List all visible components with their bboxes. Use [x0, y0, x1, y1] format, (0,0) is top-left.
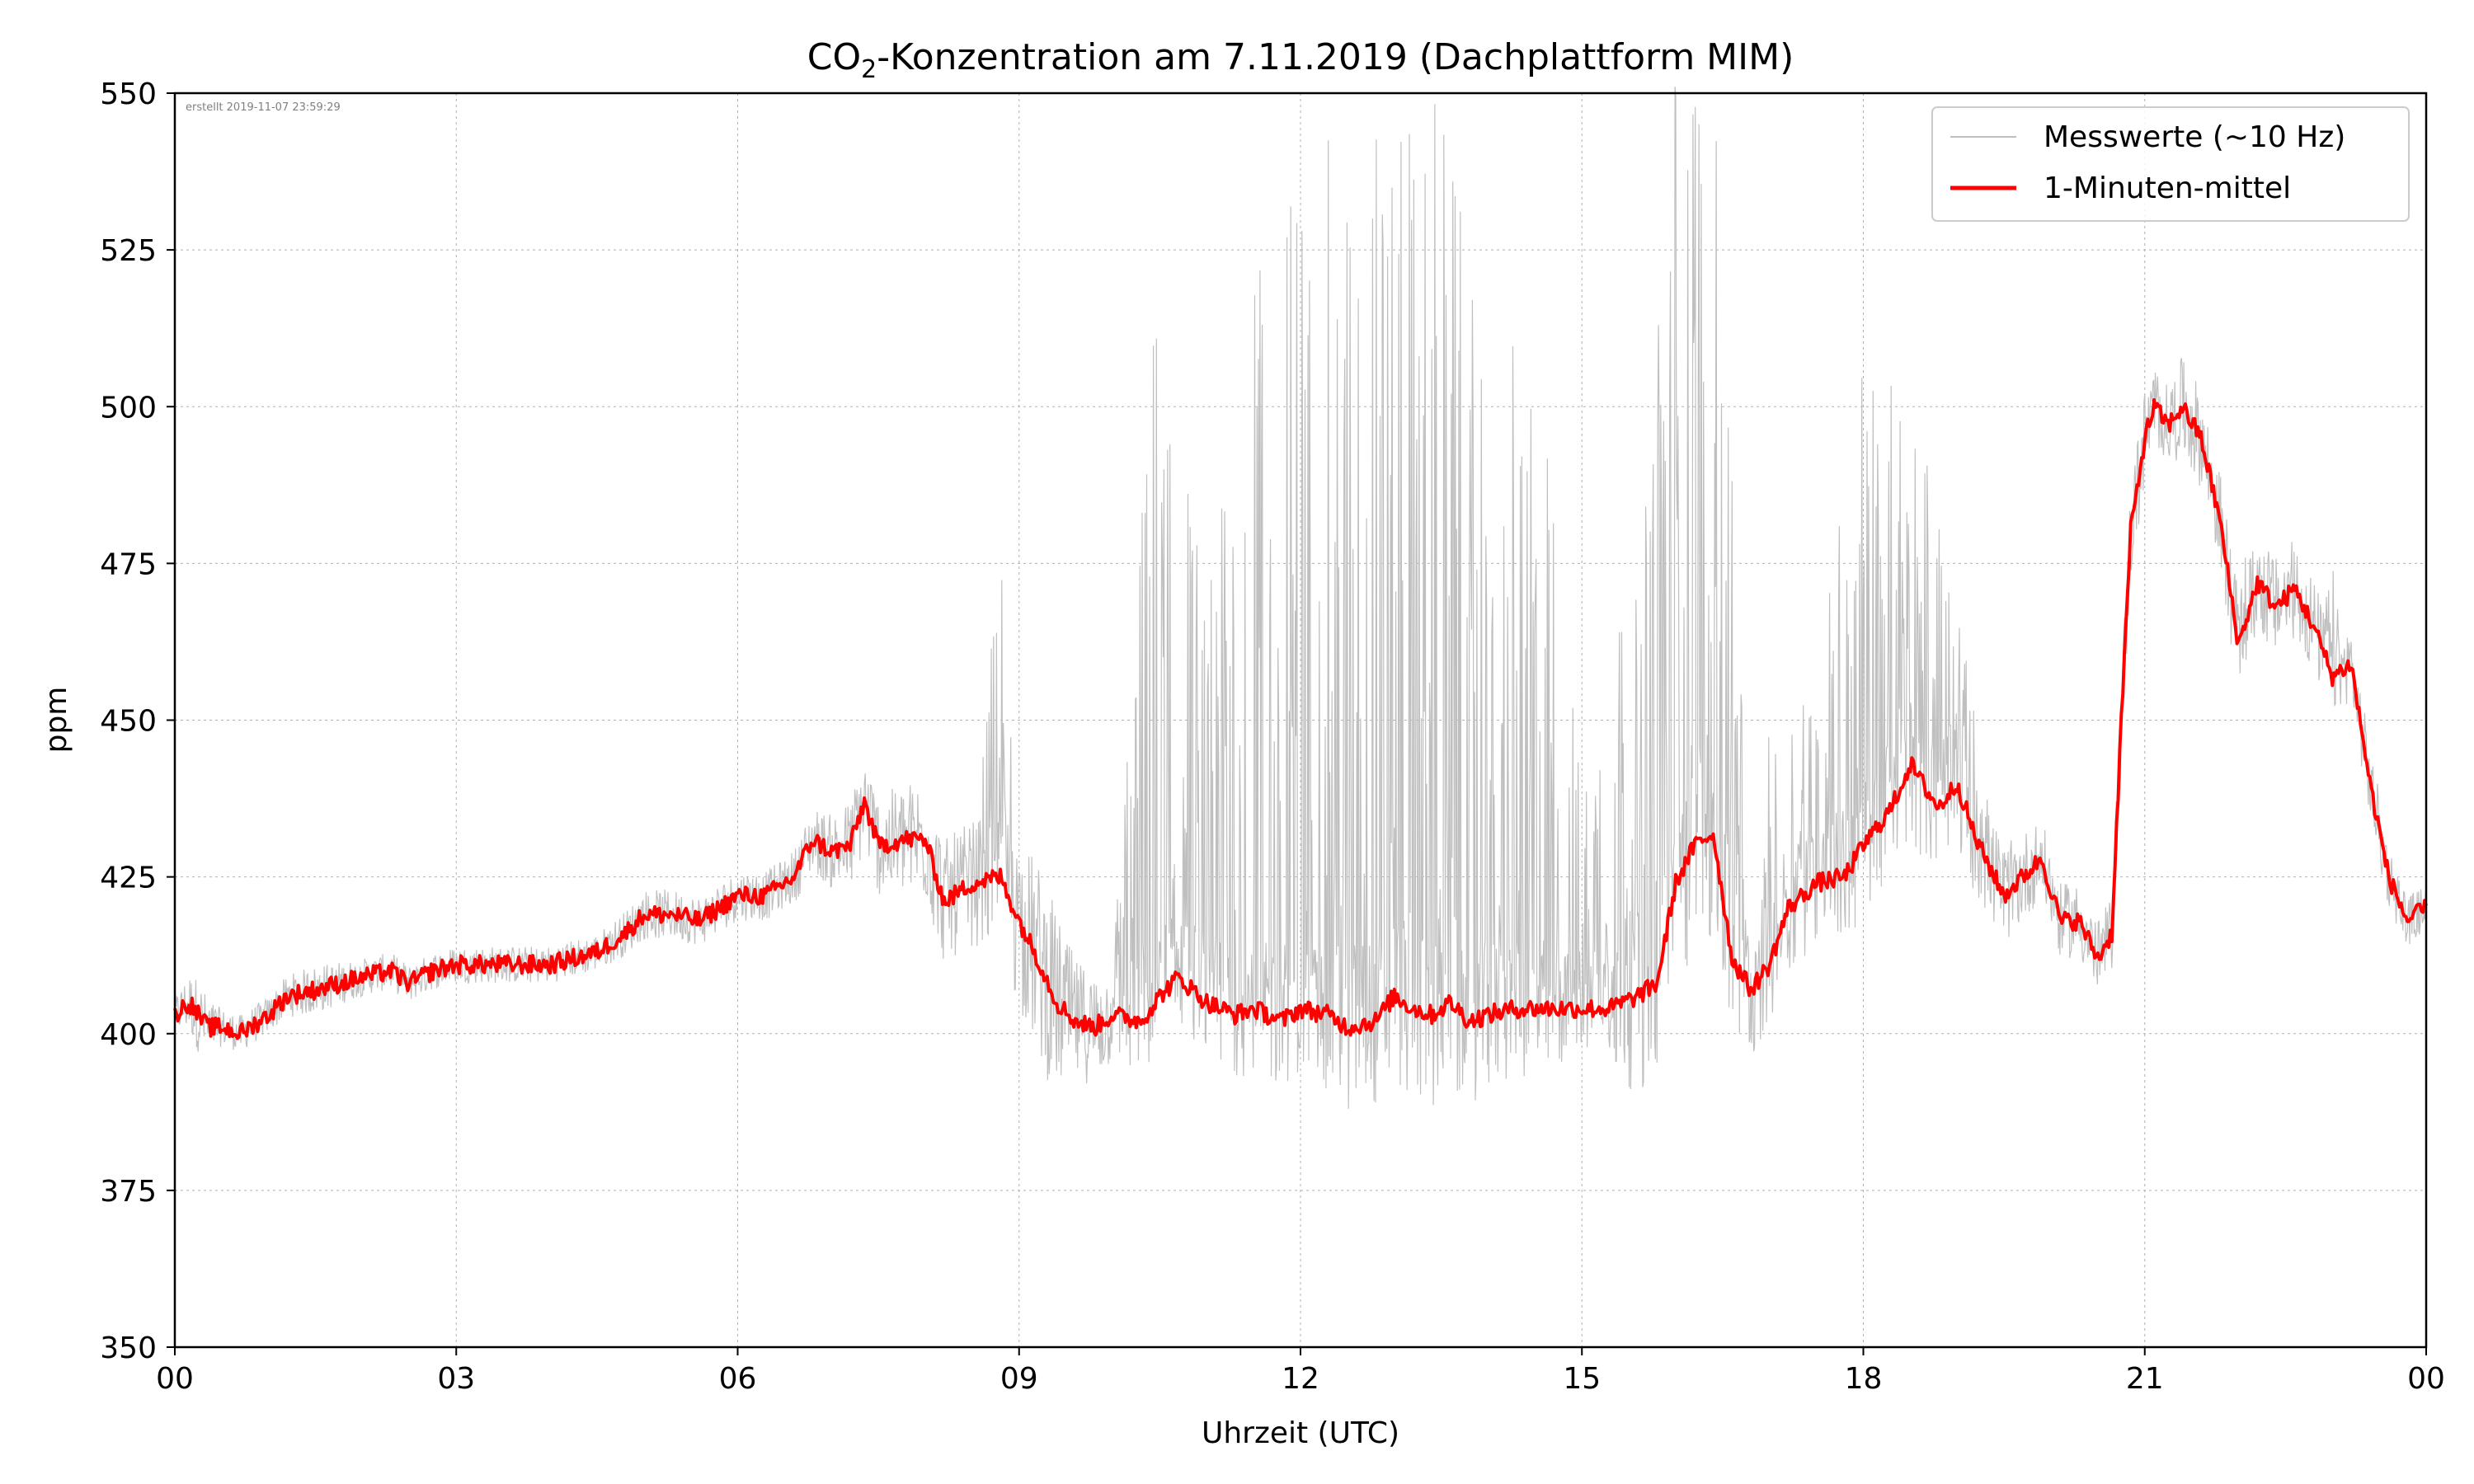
grid: [174, 92, 2427, 1348]
x-axis: 00 03 06 09 12 15 18 21 00: [156, 1347, 2445, 1396]
y-axis-title: ppm: [40, 687, 73, 754]
raw-measurement-line: [174, 87, 2427, 1109]
legend-label-mean: 1-Minuten-mittel: [2044, 171, 2291, 205]
creation-stamp: erstellt 2019-11-07 23:59:29: [186, 101, 341, 114]
x-tick-label: 09: [1000, 1362, 1038, 1396]
y-tick-label: 450: [100, 705, 157, 739]
y-tick-label: 500: [100, 391, 157, 425]
y-tick-label: 475: [100, 547, 157, 581]
legend: Messwerte (~10 Hz) 1-Minuten-mittel: [1931, 106, 2410, 222]
chart-title-subscript: 2: [861, 55, 877, 84]
x-tick-label: 06: [719, 1362, 757, 1396]
x-tick-label: 00: [156, 1362, 194, 1396]
x-tick-label: 00: [2407, 1362, 2445, 1396]
y-tick-label: 350: [100, 1331, 157, 1365]
y-axis: 350 375 400 425 450 475 500 525 550: [100, 77, 175, 1365]
raw-series: [174, 87, 2427, 1109]
chart-title: CO2-Konzentration am 7.11.2019 (Dachplat…: [807, 36, 1794, 84]
x-tick-label: 12: [1282, 1362, 1319, 1396]
mean-series: [173, 398, 2428, 1040]
y-tick-label: 525: [100, 234, 157, 268]
y-tick-label: 550: [100, 77, 157, 111]
y-tick-label: 400: [100, 1018, 157, 1052]
legend-box: [1931, 106, 2410, 222]
chart-title-prefix: CO: [807, 36, 861, 78]
x-axis-title: Uhrzeit (UTC): [1202, 1416, 1399, 1450]
minute-mean-line: [173, 398, 2428, 1040]
x-tick-label: 18: [1845, 1362, 1883, 1396]
x-tick-label: 21: [2126, 1362, 2164, 1396]
legend-label-raw: Messwerte (~10 Hz): [2044, 120, 2345, 154]
y-tick-label: 425: [100, 862, 157, 895]
chart-title-suffix: -Konzentration am 7.11.2019 (Dachplattfo…: [877, 36, 1794, 78]
x-tick-label: 03: [437, 1362, 475, 1396]
y-tick-label: 375: [100, 1175, 157, 1209]
x-tick-label: 15: [1563, 1362, 1601, 1396]
